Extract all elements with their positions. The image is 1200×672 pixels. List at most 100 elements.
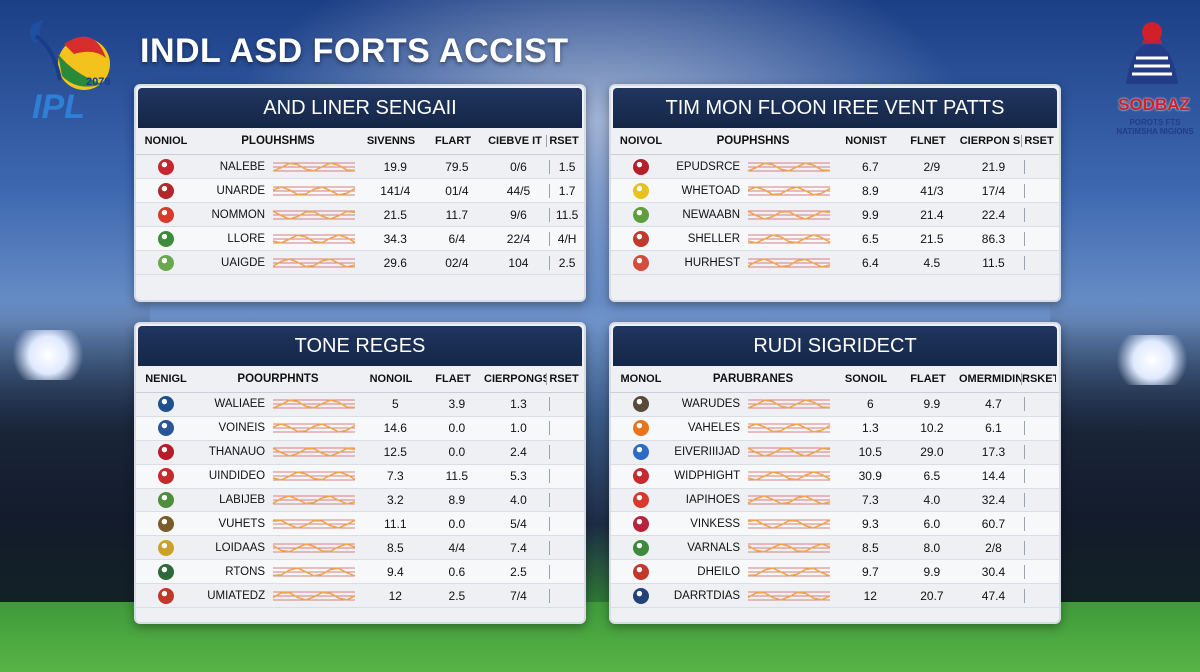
stat-value: 2.5 <box>448 588 466 603</box>
team-name: NALEBE <box>219 160 266 173</box>
stat-value: 22/4 <box>488 231 551 246</box>
team-name: LABIJEB <box>219 494 266 506</box>
team-icon-cell <box>611 563 671 580</box>
sparkline-icon <box>747 210 831 220</box>
sparkline <box>271 541 364 555</box>
team-name: IAPIHOES <box>685 494 741 506</box>
sparkline-icon <box>272 471 356 481</box>
column-header: MONOL <box>620 373 662 385</box>
table-row: UMIATEDZ 12 2.5 7/4 <box>136 584 584 609</box>
stats-panel-2: TIM MON FLOON IREE VENT PATTS NOIVOL POU… <box>609 84 1061 302</box>
sparkline <box>746 445 839 459</box>
stat-value: 1.3 <box>861 421 879 436</box>
stat-value: 9.4 <box>386 564 404 579</box>
team-icon-cell <box>611 515 671 532</box>
stats-panel-4: RUDI SIGRIDECT MONOL PARUBRANES SONOIL F… <box>609 322 1061 624</box>
stat-value: 8.9 <box>448 493 466 507</box>
league-logo-year: 2078 <box>86 76 111 88</box>
team-name: UNARDE <box>216 184 266 197</box>
team-badge-icon <box>157 444 174 461</box>
team-name: VUHETS <box>218 517 266 530</box>
sparkline <box>271 232 364 246</box>
table-row: VAHELES 1.3 10.2 6.1 <box>611 416 1059 441</box>
floodlight-left-icon <box>8 330 88 380</box>
stat-value: 8.0 <box>923 540 941 555</box>
team-name: UAIGDE <box>221 256 266 269</box>
team-name: NOMMON <box>211 208 266 221</box>
stat-value: 11.5 <box>963 255 1026 270</box>
stat-value: 01/4 <box>445 183 469 198</box>
table-row: WIDPHIGHT 30.9 6.5 14.4 <box>611 464 1059 489</box>
stat-value: 3.9 <box>448 397 466 412</box>
table-body: WARUDES 6 9.9 4.7 VAHELES 1.3 10.2 6.1 EIVERIIIJ… <box>611 393 1059 609</box>
sparkline-icon <box>272 542 356 553</box>
stat-value: 4.5 <box>923 255 941 270</box>
team-name: NEWAABN <box>682 208 741 221</box>
sparkline-icon <box>272 591 356 601</box>
stat-value: 10.5 <box>858 445 882 460</box>
stat-value: 86.3 <box>963 231 1026 246</box>
stat-value: 11.5 <box>555 207 579 222</box>
table-row: IAPIHOES 7.3 4.0 32.4 <box>611 489 1059 513</box>
stat-value: 6/4 <box>448 231 466 246</box>
team-name: DARRTDIAS <box>673 589 741 602</box>
stat-value: 9/6 <box>488 207 551 222</box>
sparkline <box>746 517 839 531</box>
table-row: EIVERIIIJAD 10.5 29.0 17.3 <box>611 441 1059 465</box>
sparkline <box>271 565 364 579</box>
stat-value: 2.5 <box>558 255 576 270</box>
sparkline <box>271 421 364 435</box>
table-row: WHETOAD 8.9 41/3 17/4 <box>611 179 1059 203</box>
stat-value: 9.9 <box>923 397 941 412</box>
stats-panel-3: TONE REGES NENIGL POOURPHNTS NONOIL FLAE… <box>134 322 586 624</box>
stat-value: 30.4 <box>963 564 1026 579</box>
team-name: WHETOAD <box>681 184 741 197</box>
stats-panel-1: AND LINER SENGAII NONIOL PLOUHSHMS SIVEN… <box>134 84 586 302</box>
column-header: RSET <box>1024 135 1054 147</box>
team-badge-icon <box>632 515 649 532</box>
stat-value: 1.5 <box>558 159 576 174</box>
team-icon-cell <box>136 515 196 532</box>
team-icon-cell <box>611 468 671 485</box>
stat-value: 17.3 <box>963 445 1026 460</box>
sparkline <box>746 208 839 222</box>
team-icon-cell <box>611 254 671 271</box>
team-icon-cell <box>611 206 671 223</box>
sparkline <box>271 493 364 507</box>
team-icon-cell <box>611 587 671 604</box>
team-name: LLORE <box>227 232 266 245</box>
column-header: PLOUHSHMS <box>241 135 315 147</box>
stat-value: 4.0 <box>923 493 941 507</box>
team-icon-cell <box>136 492 196 508</box>
stat-value: 60.7 <box>963 516 1026 531</box>
stat-value: 21.4 <box>920 207 944 222</box>
team-icon-cell <box>611 539 671 556</box>
sparkline-icon <box>747 161 831 172</box>
sparkline <box>746 589 839 603</box>
team-badge-icon <box>157 396 174 413</box>
stat-value: 2.5 <box>488 564 551 579</box>
stat-value: 4/4 <box>448 540 466 555</box>
team-badge-icon <box>157 254 174 271</box>
column-header: SONOIL <box>844 373 888 385</box>
stat-value: 9.9 <box>923 564 941 579</box>
stat-value: 6.7 <box>861 159 879 174</box>
team-badge-icon <box>632 587 649 604</box>
sparkline <box>746 256 839 270</box>
team-badge-icon <box>632 182 649 199</box>
team-badge-icon <box>632 158 649 175</box>
sparkline-icon <box>747 233 831 244</box>
team-badge-icon <box>157 420 174 437</box>
team-badge-icon <box>157 492 174 508</box>
sparkline-icon <box>748 566 831 577</box>
column-header: POUPHSHNS <box>716 135 790 147</box>
team-icon-cell <box>136 230 196 247</box>
stat-value: 3.2 <box>386 493 404 507</box>
stat-value: 6.5 <box>923 469 941 484</box>
stat-value: 29.6 <box>383 255 407 270</box>
column-header: NOIVOL <box>619 135 663 147</box>
column-headers: NOIVOL POUPHSHNS NONIST FLNET CIERPON S … <box>611 128 1059 155</box>
league-logo: IPL 2078 <box>14 14 124 126</box>
column-header: OMERMIDINS <box>959 373 1022 385</box>
stat-value: 12 <box>863 588 877 603</box>
